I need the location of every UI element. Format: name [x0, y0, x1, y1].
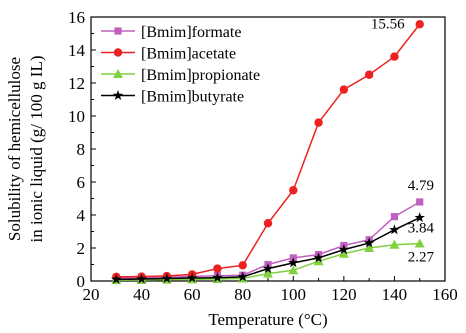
end-value-label: 15.56 — [371, 16, 405, 32]
y-tick-label: 4 — [77, 206, 86, 225]
x-tick-label: 100 — [281, 285, 307, 304]
data-point — [416, 20, 424, 28]
legend-label: [Bmim]acetate — [141, 46, 236, 63]
legend-label: [Bmim]formate — [141, 24, 241, 41]
legend: [Bmim]formate [Bmim]acetate [Bmim]propiona… — [101, 24, 260, 106]
x-tick-label: 40 — [133, 285, 150, 304]
y-tick-label: 8 — [77, 140, 86, 159]
y-tick-label: 2 — [77, 239, 86, 258]
end-value-label: 4.79 — [408, 178, 434, 194]
legend-entry: [Bmim]formate — [101, 24, 241, 41]
legend-marker — [114, 27, 121, 34]
y-tick-label: 14 — [68, 41, 86, 60]
end-value-label: 3.84 — [408, 221, 435, 237]
y-tick-label: 16 — [68, 8, 85, 27]
x-tick-label: 80 — [234, 285, 251, 304]
x-tick-label: 20 — [83, 285, 100, 304]
legend-entry: [Bmim]acetate — [101, 46, 236, 63]
y-tick-label: 0 — [77, 272, 86, 291]
data-point — [213, 264, 221, 272]
legend-label: [Bmim]butyrate — [141, 89, 244, 106]
data-point — [314, 118, 322, 126]
data-point — [389, 224, 399, 234]
legend-marker — [113, 90, 123, 100]
x-tick-label: 60 — [184, 285, 201, 304]
y-tick-label: 6 — [77, 173, 86, 192]
y-axis-label-line1: Solubility of hemicellulose — [5, 57, 24, 241]
data-point — [365, 71, 373, 79]
x-tick-label: 120 — [331, 285, 357, 304]
x-axis-label: Temperature (°C) — [208, 310, 327, 329]
data-point — [264, 219, 272, 227]
y-axis-ticks: 0 2 4 6 8 10 12 14 16 — [68, 8, 96, 291]
y-tick-label: 10 — [68, 107, 85, 126]
x-tick-label: 140 — [382, 285, 408, 304]
legend-entry: [Bmim]propionate — [101, 67, 260, 84]
data-point — [416, 198, 423, 205]
end-value-label: 2.27 — [408, 250, 435, 266]
y-axis-label-line2: in ionic liquid (g/ 100 g IL) — [27, 56, 46, 243]
x-tick-label: 160 — [432, 285, 458, 304]
data-point — [340, 85, 348, 93]
data-point — [289, 186, 297, 194]
y-tick-label: 12 — [68, 74, 85, 93]
end-value-labels: 4.79 15.56 2.27 3.84 — [371, 16, 435, 265]
legend-entry: [Bmim]butyrate — [101, 89, 244, 106]
legend-marker — [114, 48, 122, 56]
data-point — [239, 261, 247, 269]
legend-label: [Bmim]propionate — [141, 67, 260, 84]
data-point — [390, 52, 398, 60]
data-point — [391, 213, 398, 220]
